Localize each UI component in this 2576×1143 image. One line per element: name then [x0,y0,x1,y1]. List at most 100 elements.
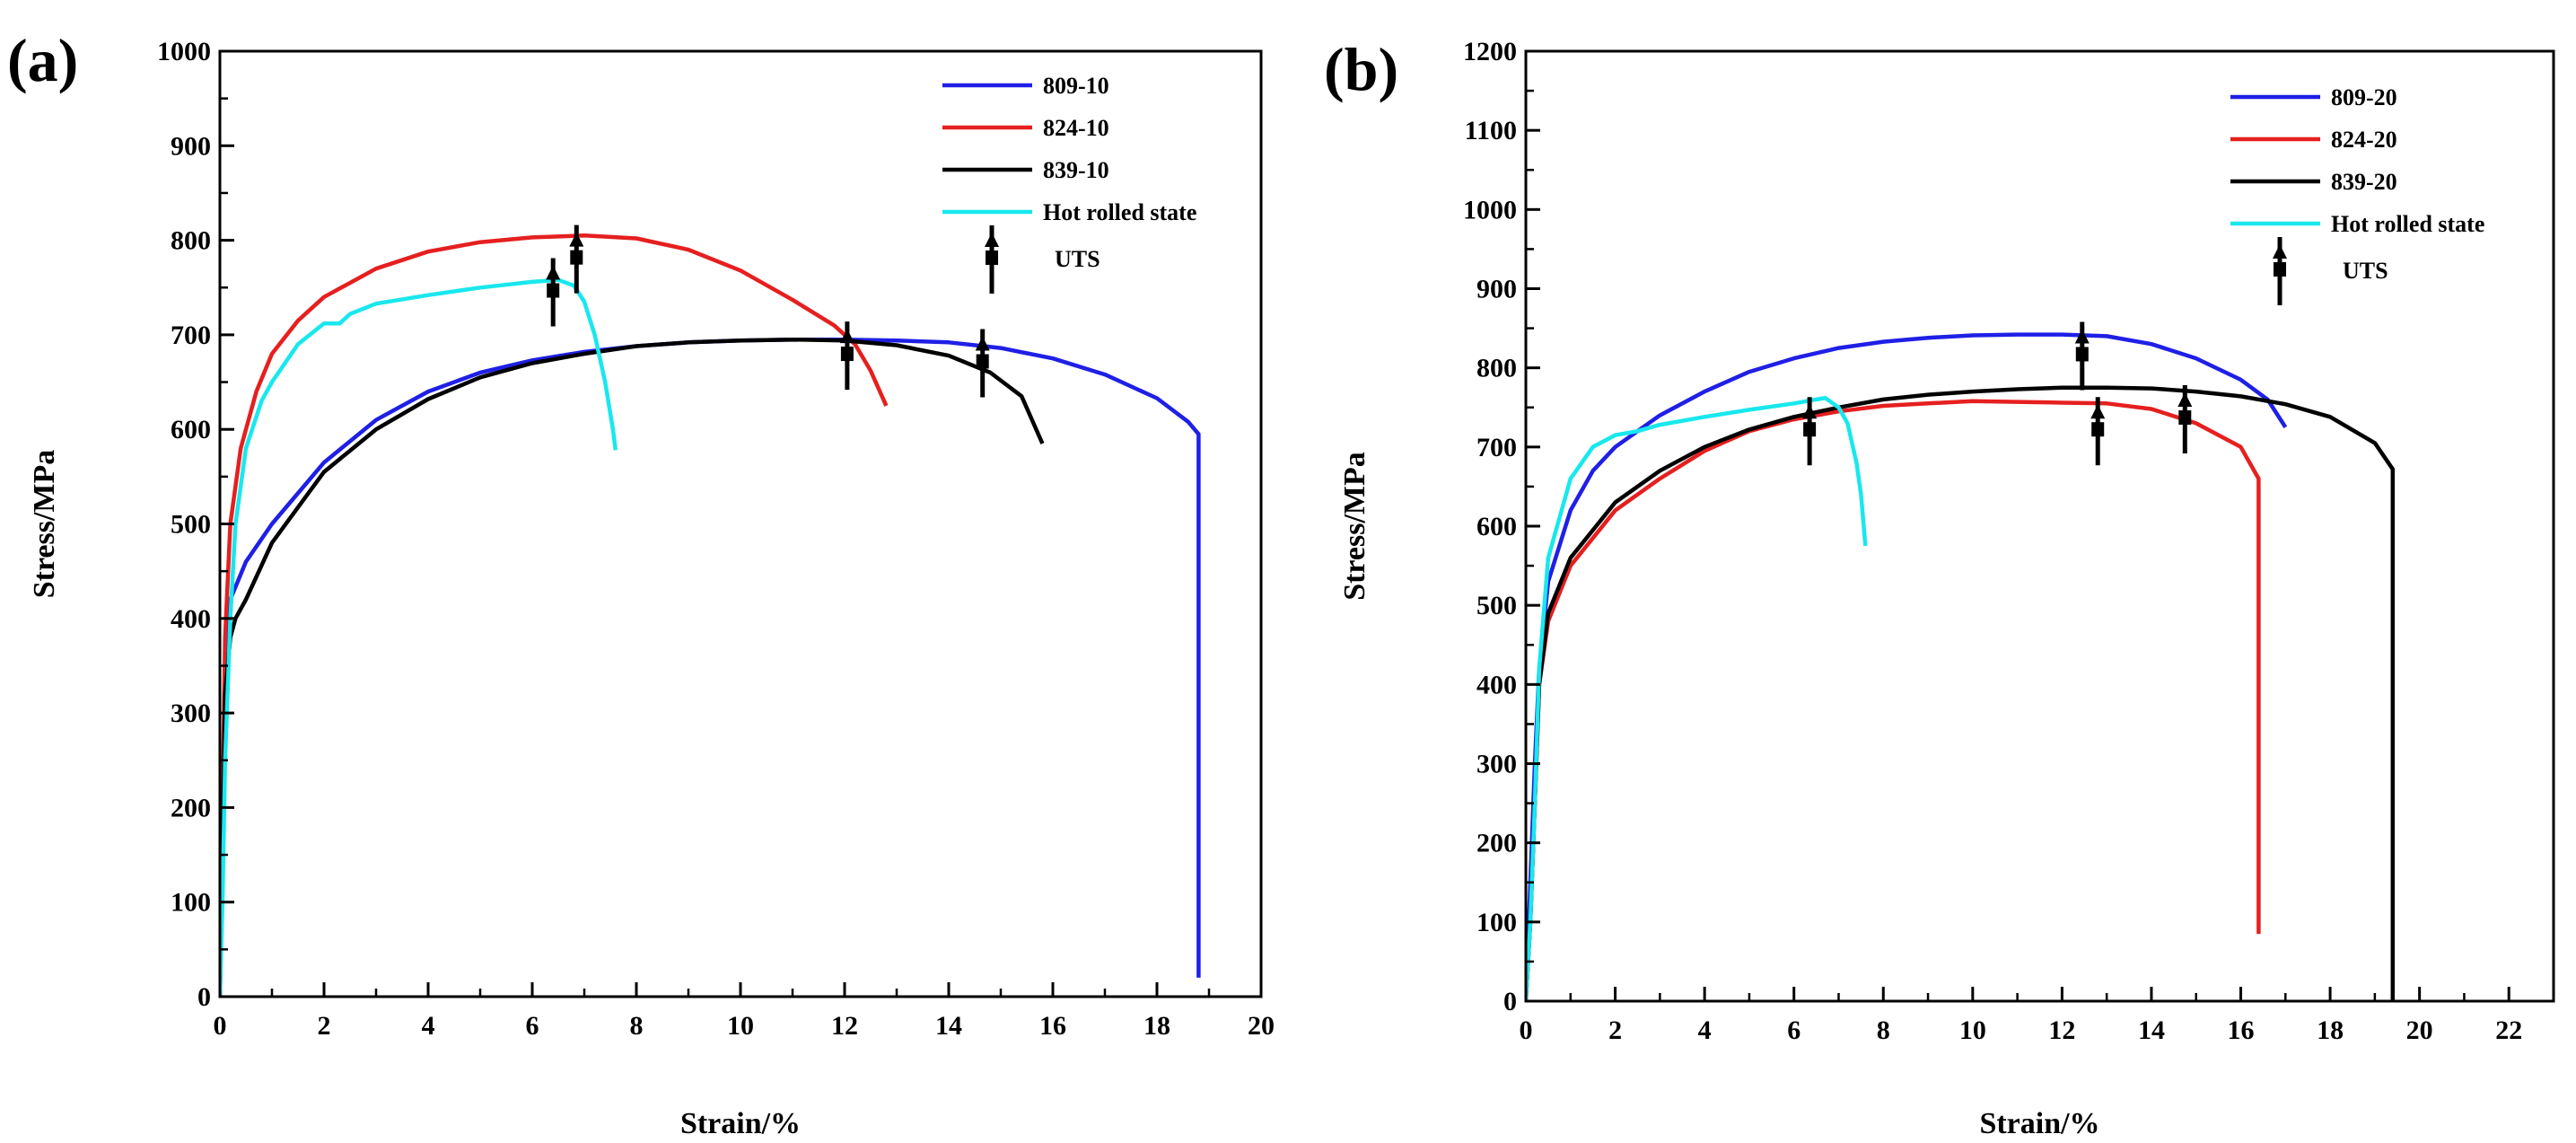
y-axis-title: Stress/MPa [1338,452,1371,601]
uts-arrow-head [839,329,854,344]
series-line-839-20 [1526,385,2396,1001]
x-tick-label: 8 [1877,1016,1890,1045]
series-group [1526,332,2396,1001]
y-tick-label: 0 [1503,987,1517,1016]
x-tick-label: 16 [2228,1016,2255,1045]
series-line-824-10 [220,233,889,997]
uts-arrow-block [986,251,998,265]
legend-label: 809-20 [2331,84,2397,110]
panel-label: (a) [7,26,78,94]
uts-arrow-head [2273,244,2287,259]
uts-arrow-head [975,336,990,351]
x-axis-title: Strain/% [1979,1107,2099,1140]
legend-label: UTS [1055,246,1100,272]
uts-arrow-block [2178,409,2192,425]
x-tick-label: 20 [2406,1016,2433,1045]
legend-uts-marker [2273,237,2287,305]
uts-arrow-head [546,265,561,280]
uts-marker [975,329,990,398]
legend-label: Hot rolled state [1043,199,1196,225]
x-tick-label: 18 [1143,1011,1170,1041]
y-axis-title: Stress/MPa [28,450,61,599]
panel-label: (b) [1324,35,1398,103]
y-tick-label: 300 [171,699,211,728]
series-line-hot-rolled-state [1526,395,1868,1001]
panel-a: (a)0 2 4 6 8 10 12 14 16 18 2001002003004005006007… [7,26,1275,1140]
uts-arrow-block [547,283,560,298]
y-tick-label: 0 [197,982,211,1012]
y-tick-label: 900 [1476,275,1517,304]
y-tick-label: 500 [1476,591,1517,620]
legend: 809-20 824-20 839-20 Hot rolled state UTS [2230,84,2484,305]
x-tick-label: 18 [2317,1016,2344,1045]
uts-marker [546,258,561,327]
plot-frame [1524,49,2555,1003]
uts-arrow-block [1803,422,1817,437]
x-tick-label: 16 [1039,1011,1066,1041]
uts-marker [2090,397,2106,466]
x-tick-label: 20 [1248,1011,1275,1041]
y-tick-label: 800 [1476,354,1517,383]
legend-uts-marker [985,225,999,294]
uts-arrow-head [569,232,584,247]
x-tick-label: 0 [214,1011,227,1041]
x-tick-label: 0 [1520,1016,1533,1045]
legend-label: Hot rolled state [2331,211,2484,237]
uts-arrow-block [570,250,583,265]
legend-label: UTS [2343,258,2388,284]
series-line-824-20 [1526,399,2261,1001]
x-tick-label: 6 [1787,1016,1801,1045]
x-tick-label: 14 [2138,1016,2165,1045]
uts-marker [569,224,584,294]
y-tick-label: 1000 [157,37,211,66]
uts-arrow-head [2177,391,2193,407]
y-tick-label: 600 [1476,512,1517,541]
plot-frame [218,49,1263,998]
legend: 809-10 824-10 839-10 Hot rolled state UTS [942,73,1196,294]
uts-marker [2074,321,2090,391]
uts-arrow-head [985,233,999,247]
uts-arrow-head [1802,404,1818,419]
uts-arrow-block [2091,422,2105,437]
y-tick-label: 100 [171,888,211,918]
uts-marker [2177,384,2193,453]
uts-arrow-block [2075,347,2089,362]
x-tick-label: 2 [1608,1016,1622,1045]
y-tick-label: 1200 [1463,37,1517,66]
x-tick-label: 10 [1959,1016,1986,1045]
series-group [220,233,1201,997]
series-line-839-10 [220,337,1045,997]
y-tick-label: 400 [1476,670,1517,699]
y-tick-label: 700 [171,321,211,350]
legend-label: 839-10 [1043,157,1109,183]
uts-arrow-block [976,354,989,369]
legend-label: 809-10 [1043,73,1109,99]
series-line-809-20 [1526,332,2288,1001]
x-tick-label: 12 [2048,1016,2075,1045]
x-tick-label: 22 [2495,1016,2522,1045]
y-tick-label: 1000 [1463,195,1517,224]
y-tick-label: 1100 [1465,116,1517,145]
x-axis-title: Strain/% [680,1107,801,1140]
x-tick-label: 10 [727,1011,754,1041]
y-tick-label: 400 [171,604,211,634]
uts-arrow-block [840,347,854,362]
x-tick-label: 4 [1698,1016,1712,1045]
uts-marker [839,321,854,391]
y-tick-label: 800 [171,226,211,256]
y-tick-label: 700 [1476,433,1517,462]
y-tick-label: 500 [171,510,211,540]
x-tick-label: 4 [422,1011,435,1041]
uts-arrow-block [2274,262,2286,277]
legend-label: 824-10 [1043,115,1109,141]
y-tick-label: 900 [171,131,211,161]
x-tick-label: 14 [935,1011,962,1041]
legend-label: 839-20 [2331,169,2397,195]
x-tick-label: 8 [630,1011,644,1041]
y-tick-label: 600 [171,415,211,444]
y-tick-label: 100 [1476,908,1517,937]
legend-label: 824-20 [2331,127,2397,153]
uts-marker [1802,397,1818,466]
x-tick-label: 6 [526,1011,539,1041]
